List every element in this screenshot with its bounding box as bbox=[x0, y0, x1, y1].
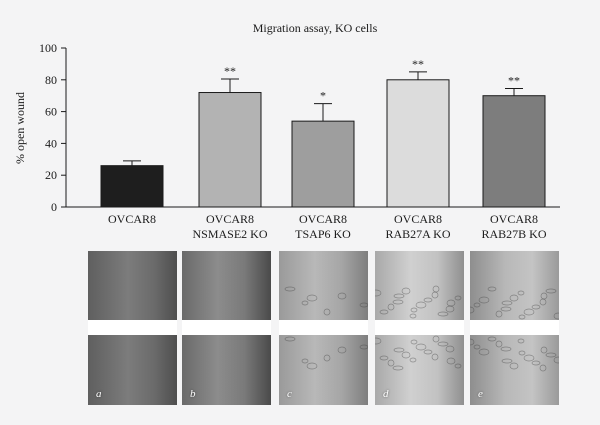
bar bbox=[100, 165, 164, 208]
micrograph-image bbox=[375, 335, 464, 405]
x-tick-label: OVCAR8 bbox=[108, 212, 156, 226]
x-tick-label: TSAP6 KO bbox=[295, 227, 351, 241]
wound-gap bbox=[182, 320, 271, 335]
panel-label: c bbox=[287, 388, 292, 400]
x-tick-label: OVCAR8 bbox=[299, 212, 347, 226]
x-tick-label: OVCAR8 bbox=[394, 212, 442, 226]
x-tick-label: OVCAR8 bbox=[490, 212, 538, 226]
y-tick-label: 80 bbox=[45, 73, 57, 87]
micrograph-image bbox=[182, 335, 271, 405]
micrograph-image bbox=[470, 251, 559, 320]
y-tick-label: 20 bbox=[45, 168, 57, 182]
x-tick-label: RAB27A KO bbox=[385, 227, 450, 241]
y-tick-label: 100 bbox=[39, 41, 57, 55]
bar bbox=[482, 95, 546, 208]
panel-label: d bbox=[383, 388, 389, 400]
panel-label: b bbox=[190, 388, 196, 400]
micrograph-panel: c bbox=[279, 251, 368, 405]
micrograph-image bbox=[88, 251, 177, 320]
y-tick-label: 40 bbox=[45, 136, 57, 150]
micrograph-image bbox=[182, 251, 271, 320]
panel-label: a bbox=[96, 388, 102, 400]
significance-marker: ** bbox=[508, 74, 520, 88]
y-tick-label: 60 bbox=[45, 105, 57, 119]
micrograph-panel: e bbox=[470, 251, 559, 405]
chart-title: Migration assay, KO cells bbox=[253, 21, 378, 35]
micrograph-image bbox=[279, 251, 368, 320]
significance-marker: * bbox=[320, 89, 326, 103]
bar-chart: Migration assay, KO cells % open wound 0… bbox=[13, 21, 560, 241]
x-tick-label: RAB27B KO bbox=[481, 227, 546, 241]
bars: ******* bbox=[100, 57, 546, 208]
bar bbox=[291, 120, 355, 208]
y-axis-label: % open wound bbox=[13, 92, 27, 164]
micrograph-panel: d bbox=[375, 251, 464, 405]
micrograph-image bbox=[279, 335, 368, 405]
x-tick-label: OVCAR8 bbox=[206, 212, 254, 226]
micrograph-panel: a bbox=[88, 251, 177, 405]
wound-gap bbox=[470, 320, 559, 335]
micrograph-panel: b bbox=[182, 251, 271, 405]
significance-marker: ** bbox=[412, 57, 424, 71]
y-tick-label: 0 bbox=[51, 200, 57, 214]
bar bbox=[386, 79, 450, 208]
x-tick-label: NSMASE2 KO bbox=[192, 227, 267, 241]
wound-gap bbox=[279, 320, 368, 335]
wound-gap bbox=[375, 320, 464, 335]
wound-gap bbox=[88, 320, 177, 335]
significance-marker: ** bbox=[224, 64, 236, 78]
bar bbox=[198, 92, 262, 208]
panel-label: e bbox=[478, 388, 483, 400]
micrograph-image bbox=[470, 335, 559, 405]
micrograph-image bbox=[375, 251, 464, 320]
micrograph-image bbox=[88, 335, 177, 405]
